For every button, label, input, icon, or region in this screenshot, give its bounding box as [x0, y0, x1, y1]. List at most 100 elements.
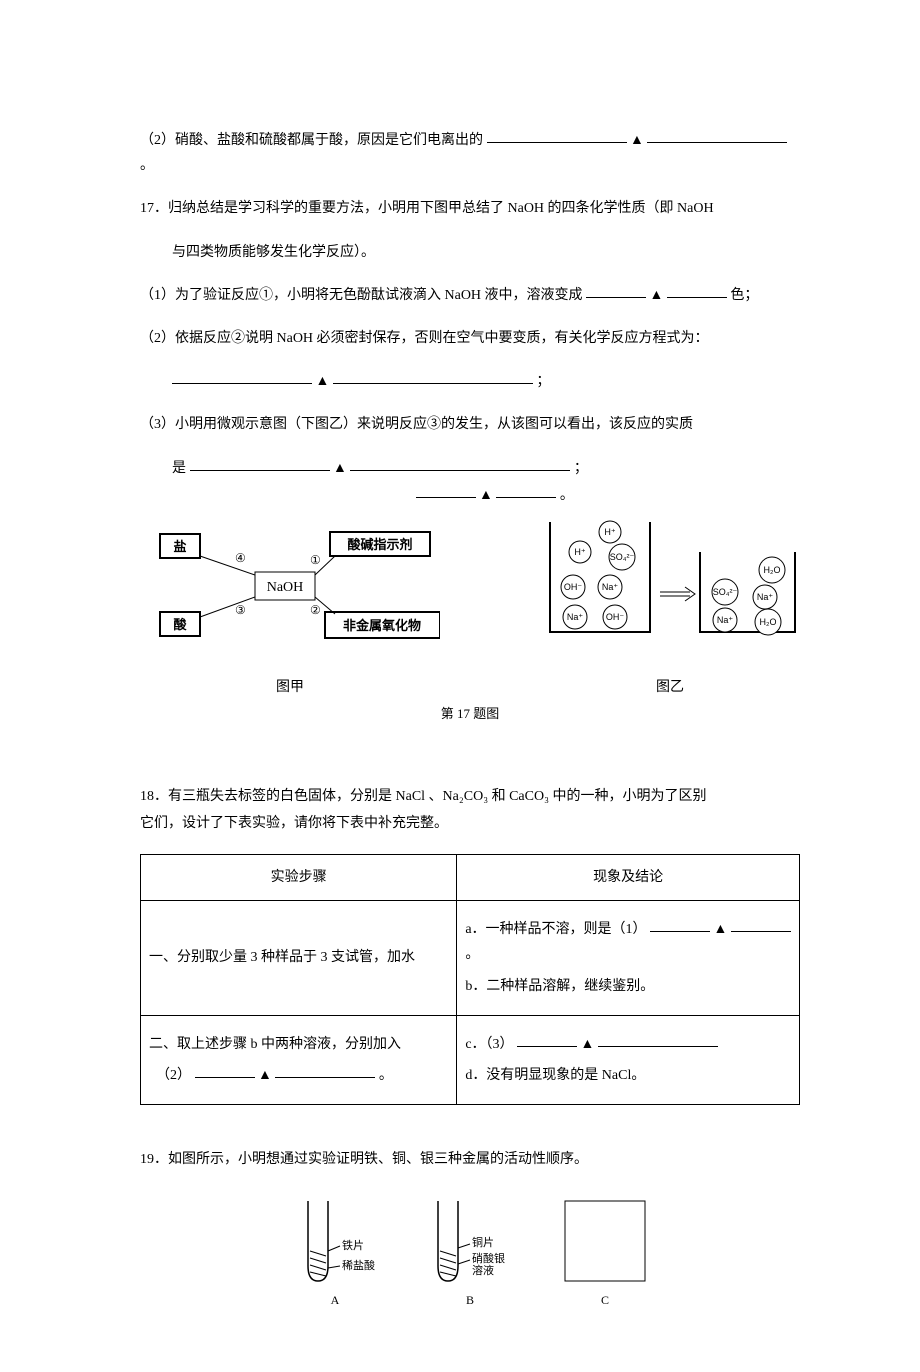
tube-a-svg: 铁片 稀盐酸 [290, 1196, 380, 1286]
svg-text:OH⁻: OH⁻ [606, 612, 625, 622]
table-row: 一、分别取少量 3 种样品于 3 支试管，加水 a．一种样品不溶，则是（1） ▲… [141, 901, 800, 1016]
node1: 酸碱指示剂 [347, 537, 412, 552]
diagram-yi-svg: H⁺ H⁺ SO₄²⁻ OH⁻ Na⁺ Na⁺ OH⁻ H₂O SO₄²⁻ Na… [540, 512, 800, 662]
q17-frag: ▲ 。 [172, 483, 800, 508]
q17-2-blank-a [172, 369, 312, 384]
period: 。 [140, 158, 154, 173]
q17-item3b-text: 是 [172, 461, 186, 476]
row2-blank-a [195, 1063, 255, 1078]
document-page: （2）硝酸、盐酸和硫酸都属于酸，原因是它们电离出的 ▲ 。 17．归纳总结是学习… [0, 0, 920, 1372]
q17-fig-caption: 第 17 题图 [140, 702, 800, 725]
q17-item3b: 是 ▲ ； [172, 456, 800, 481]
triangle-mark: ▲ [650, 283, 664, 308]
q17-item1-text: （1）为了验证反应①，小明将无色酚酞试液滴入 NaOH 液中，溶液变成 [140, 288, 583, 303]
semicolon: ； [536, 374, 550, 389]
svg-text:铜片: 铜片 [472, 1235, 494, 1249]
q19-stem: 19．如图所示，小明想通过实验证明铁、铜、银三种金属的活动性顺序。 [140, 1147, 800, 1172]
row1-blank-a [650, 917, 710, 932]
q17-stem-a: 17．归纳总结是学习科学的重要方法，小明用下图甲总结了 NaOH 的四条化学性质… [140, 201, 714, 216]
row1-blank-b [731, 917, 791, 932]
q17-stem-b-wrap: 与四类物质能够发生化学反应）。 [172, 240, 800, 265]
q16-item2: （2）硝酸、盐酸和硫酸都属于酸，原因是它们电离出的 ▲ 。 [140, 128, 800, 178]
tube-a-label: A [331, 1290, 340, 1312]
num2: ② [310, 603, 321, 617]
q17-item3: （3）小明用微观示意图（下图乙）来说明反应③的发生，从该图可以看出，该反应的实质 [140, 412, 800, 437]
q17-1-blank-a [586, 283, 646, 298]
triangle-mark: ▲ [333, 456, 347, 481]
svg-text:H₂O: H₂O [764, 565, 781, 575]
tube-c-svg [560, 1196, 650, 1286]
spacer [140, 1105, 800, 1129]
fig-jia-title: 图甲 [140, 675, 440, 700]
row2-step-b-line: （2） ▲ 。 [149, 1063, 448, 1088]
tube-c: C [560, 1196, 650, 1312]
triangle-mark: ▲ [316, 369, 330, 394]
tube-b-svg: 铜片 硝酸银 溶液 [420, 1196, 520, 1286]
svg-text:Na⁺: Na⁺ [602, 582, 619, 592]
row1-step: 一、分别取少量 3 种样品于 3 支试管，加水 [141, 901, 457, 1016]
svg-text:铁片: 铁片 [342, 1239, 364, 1252]
num1: ① [310, 553, 321, 567]
row2c-blank-a [517, 1032, 577, 1047]
svg-text:Na⁺: Na⁺ [757, 592, 774, 602]
svg-text:Na⁺: Na⁺ [567, 612, 584, 622]
period: 。 [560, 488, 574, 503]
tube-a: 铁片 稀盐酸 A [290, 1196, 380, 1312]
diagram-jia-svg: NaOH 酸碱指示剂 ① 非金属氧化物 ② 酸 ③ 盐 [140, 512, 440, 662]
row1-result: a．一种样品不溶，则是（1） ▲ 。 b．二种样品溶解，继续鉴别。 [457, 901, 800, 1016]
row2-step-a: 二、取上述步骤 b 中两种溶液，分别加入 [149, 1032, 448, 1057]
q18-table: 实验步骤 现象及结论 一、分别取少量 3 种样品于 3 支试管，加水 a．一种样… [140, 854, 800, 1105]
q17-item2-text: （2）依据反应②说明 NaOH 必须密封保存，否则在空气中要变质，有关化学反应方… [140, 331, 709, 346]
tube-c-label: C [601, 1290, 609, 1312]
node2: 非金属氧化物 [343, 618, 421, 633]
tube-b: 铜片 硝酸银 溶液 B [420, 1196, 520, 1312]
svg-text:稀盐酸: 稀盐酸 [342, 1258, 375, 1272]
fig-yi-title: 图乙 [540, 675, 800, 700]
q17-item2-blankline: ▲ ； [172, 369, 800, 394]
q16-item2-text: （2）硝酸、盐酸和硫酸都属于酸，原因是它们电离出的 [140, 133, 483, 148]
triangle-mark: ▲ [479, 483, 493, 508]
row1-a: a．一种样品不溶，则是（1） ▲ 。 [465, 917, 791, 967]
row1-b: b．二种样品溶解，继续鉴别。 [465, 974, 791, 999]
q18-stem-b: 它们，设计了下表实验，请你将下表中补充完整。 [140, 811, 800, 836]
center-node: NaOH [267, 580, 304, 595]
figure-jia: NaOH 酸碱指示剂 ① 非金属氧化物 ② 酸 ③ 盐 [140, 512, 440, 700]
q17-item3-text: （3）小明用微观示意图（下图乙）来说明反应③的发生，从该图可以看出，该反应的实质 [140, 417, 693, 432]
node3: 酸 [173, 617, 187, 632]
q16-blank-b [647, 128, 787, 143]
q17-frag-blank-b [496, 483, 556, 498]
q16-blank [487, 128, 627, 143]
q17-3-blank-a [190, 456, 330, 471]
q17-3-blank-b [350, 456, 570, 471]
col1-header: 实验步骤 [141, 855, 457, 901]
svg-text:Na⁺: Na⁺ [717, 615, 734, 625]
q19-figure: 铁片 稀盐酸 A 铜片 硝酸银 溶液 B [140, 1196, 800, 1312]
col2-header: 现象及结论 [457, 855, 800, 901]
figure-yi: H⁺ H⁺ SO₄²⁻ OH⁻ Na⁺ Na⁺ OH⁻ H₂O SO₄²⁻ Na… [540, 512, 800, 700]
q17-1-blank-b [667, 283, 727, 298]
q17-2-blank-b [333, 369, 533, 384]
semicolon: ； [574, 461, 588, 476]
q17-frag-blank-a [416, 483, 476, 498]
q17-figure-row: NaOH 酸碱指示剂 ① 非金属氧化物 ② 酸 ③ 盐 [140, 512, 800, 700]
num3: ③ [235, 603, 246, 617]
table-header-row: 实验步骤 现象及结论 [141, 855, 800, 901]
table-row: 二、取上述步骤 b 中两种溶液，分别加入 （2） ▲ 。 c．（3） ▲ d．没… [141, 1015, 800, 1104]
svg-text:H⁺: H⁺ [604, 527, 615, 537]
row2-c: c．（3） ▲ [465, 1032, 791, 1057]
q17-item2: （2）依据反应②说明 NaOH 必须密封保存，否则在空气中要变质，有关化学反应方… [140, 326, 800, 351]
row2-blank-b [275, 1063, 375, 1078]
q17-item1: （1）为了验证反应①，小明将无色酚酞试液滴入 NaOH 液中，溶液变成 ▲ 色； [140, 283, 800, 308]
svg-text:H⁺: H⁺ [574, 547, 585, 557]
q18-stem-a: 18．有三瓶失去标签的白色固体，分别是 NaCl 、Na₂CO₃ 和 CaCO₃… [140, 784, 800, 809]
row2-d: d．没有明显现象的是 NaCl。 [465, 1063, 791, 1088]
row2-result: c．（3） ▲ d．没有明显现象的是 NaCl。 [457, 1015, 800, 1104]
num4: ④ [235, 551, 246, 565]
node4: 盐 [173, 539, 186, 554]
row2c-blank-b [598, 1032, 718, 1047]
q17-stem-b: 与四类物质能够发生化学反应）。 [172, 245, 375, 260]
svg-text:硝酸银: 硝酸银 [472, 1251, 505, 1265]
triangle-mark: ▲ [630, 128, 644, 153]
svg-text:溶液: 溶液 [472, 1263, 494, 1277]
tube-b-label: B [466, 1290, 474, 1312]
